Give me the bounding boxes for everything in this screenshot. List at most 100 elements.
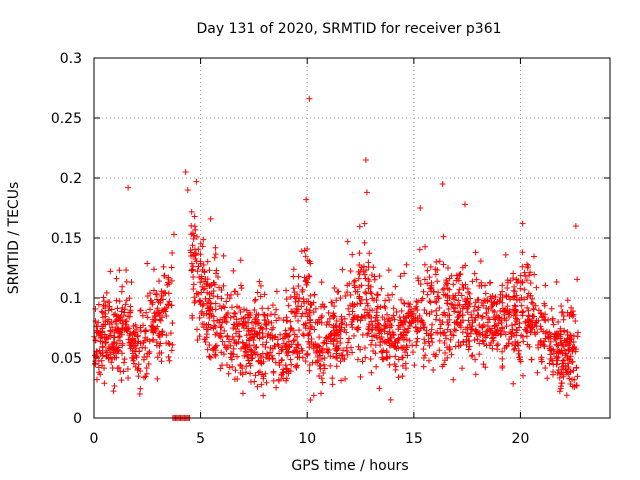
- data-point: [273, 288, 280, 295]
- data-point: [124, 366, 131, 373]
- data-point: [165, 276, 172, 283]
- data-point: [519, 249, 526, 256]
- data-point: [205, 307, 212, 314]
- data-point: [213, 267, 220, 274]
- data-point: [513, 276, 520, 283]
- data-point: [567, 355, 574, 362]
- data-point: [243, 332, 250, 339]
- data-point: [533, 284, 540, 291]
- data-point: [564, 297, 571, 304]
- data-point: [526, 272, 533, 279]
- data-point: [163, 340, 170, 347]
- data-point: [350, 303, 357, 310]
- data-point: [212, 352, 219, 359]
- data-point: [327, 353, 334, 360]
- data-point: [211, 281, 218, 288]
- data-point: [216, 284, 223, 291]
- data-point: [482, 290, 489, 297]
- data-point: [282, 327, 289, 334]
- data-point: [268, 319, 275, 326]
- data-point: [342, 292, 349, 299]
- data-point: [572, 223, 579, 229]
- data-point: [291, 289, 298, 296]
- data-point: [232, 310, 239, 317]
- data-point: [131, 331, 138, 338]
- data-point: [144, 336, 151, 343]
- data-point: [130, 360, 137, 367]
- data-point: [306, 341, 313, 348]
- data-point: [207, 354, 214, 361]
- data-point: [94, 349, 101, 356]
- data-point: [427, 263, 434, 270]
- data-point: [554, 369, 561, 376]
- y-tick-label: 0: [73, 411, 82, 427]
- data-point: [458, 292, 465, 299]
- data-point: [368, 290, 375, 297]
- data-point: [214, 293, 221, 300]
- data-point: [140, 322, 147, 329]
- data-point: [511, 293, 518, 300]
- data-point: [256, 335, 263, 342]
- data-point: [398, 319, 405, 326]
- data-point: [574, 276, 581, 283]
- data-point: [196, 274, 203, 281]
- data-point: [408, 306, 415, 313]
- data-point: [310, 309, 317, 316]
- data-point: [389, 291, 396, 298]
- data-point: [372, 318, 379, 325]
- data-point: [538, 309, 545, 316]
- data-point: [228, 356, 235, 363]
- data-point: [444, 344, 451, 351]
- data-point: [247, 346, 254, 353]
- data-point: [523, 277, 530, 284]
- data-point: [197, 279, 204, 286]
- data-point: [531, 271, 538, 278]
- data-point: [201, 285, 208, 292]
- data-point: [129, 336, 136, 343]
- data-point: [406, 319, 413, 326]
- data-point: [459, 365, 466, 372]
- data-point: [354, 316, 361, 323]
- data-point: [560, 316, 567, 323]
- data-point: [361, 220, 368, 227]
- tick-labels: 0 5 10 15 20 0 0.05 0.1 0.15 0.2 0.25 0.3: [51, 51, 530, 447]
- data-point: [557, 325, 564, 332]
- data-point: [509, 326, 516, 333]
- data-point: [559, 308, 566, 315]
- data-point: [386, 328, 393, 335]
- data-point: [368, 271, 375, 278]
- data-point: [251, 307, 258, 314]
- data-point: [285, 348, 292, 355]
- data-point: [365, 276, 372, 283]
- data-point: [542, 364, 549, 371]
- data-point: [302, 253, 309, 260]
- data-point: [227, 314, 234, 321]
- data-point: [448, 301, 455, 308]
- data-point: [99, 323, 106, 330]
- data-point: [499, 355, 506, 362]
- data-point: [567, 332, 574, 339]
- data-point: [143, 309, 150, 316]
- data-point: [371, 332, 378, 339]
- data-point: [506, 313, 513, 320]
- data-point: [239, 390, 246, 397]
- data-point: [134, 366, 141, 373]
- data-point: [420, 320, 427, 327]
- data-point: [409, 349, 416, 356]
- data-point: [446, 275, 453, 282]
- data-point: [528, 356, 535, 363]
- data-point: [372, 350, 379, 357]
- data-point: [191, 299, 198, 306]
- data-point: [217, 334, 224, 341]
- data-point: [408, 313, 415, 320]
- data-point: [505, 340, 512, 347]
- data-point: [398, 296, 405, 303]
- data-point: [316, 362, 323, 369]
- data-point: [368, 369, 375, 376]
- data-point: [414, 335, 421, 342]
- data-point: [191, 213, 198, 220]
- data-point: [504, 284, 511, 291]
- data-point: [550, 321, 557, 328]
- data-point: [484, 328, 491, 335]
